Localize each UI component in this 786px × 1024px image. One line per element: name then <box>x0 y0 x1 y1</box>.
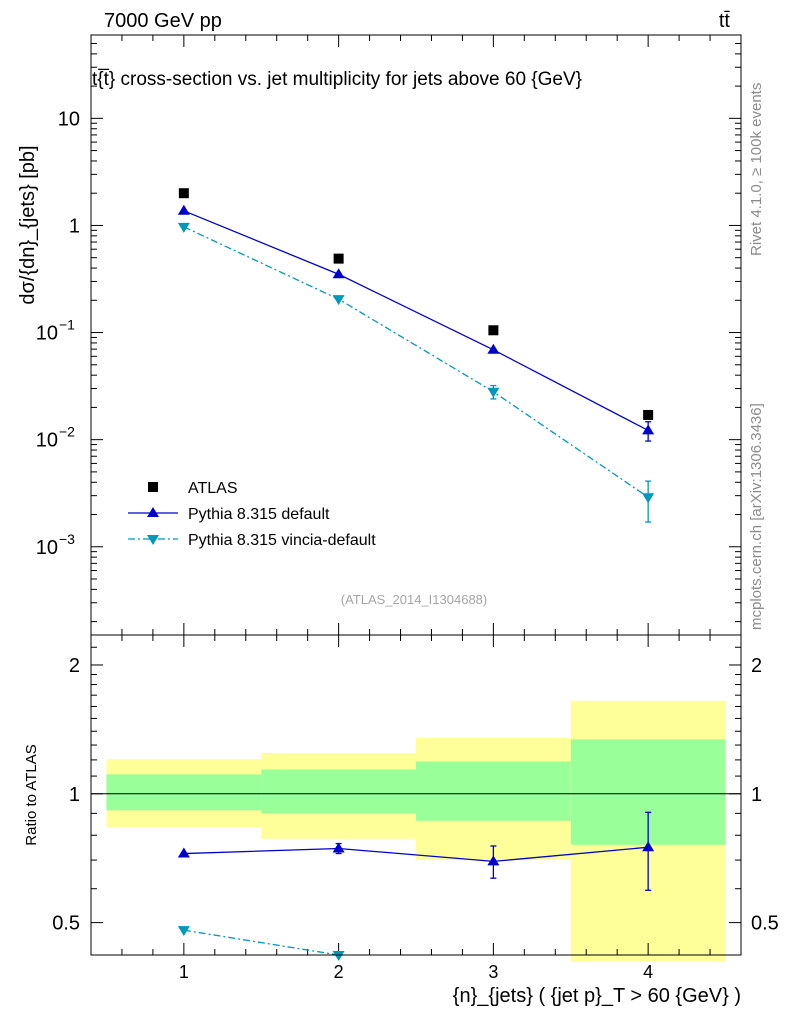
main-y-tick-exponent: −3 <box>59 531 75 547</box>
ratio-plot-frame <box>90 634 742 956</box>
x-tick-label: 3 <box>488 962 498 982</box>
pythia-default-marker <box>642 841 655 852</box>
main-y-tick-label: 10 <box>58 108 80 130</box>
mcplots-label: mcplots.cern.ch [arXiv:1306.3436] <box>748 403 765 630</box>
uncertainty-band-inner <box>261 769 416 814</box>
ratio-y-tick-label-right: 0.5 <box>751 913 779 935</box>
pythia-default-marker <box>642 424 655 435</box>
ratio-y-tick-label: 1 <box>69 784 80 806</box>
legend-label: ATLAS <box>188 480 238 497</box>
legend-label: Pythia 8.315 default <box>188 506 330 523</box>
ratio-y-axis-label: Ratio to ATLAS <box>23 744 40 845</box>
atlas-data-marker <box>488 325 499 336</box>
x-tick-label: 4 <box>643 962 653 982</box>
pythia-vincia-marker <box>332 295 345 306</box>
uncertainty-band-inner <box>106 774 262 811</box>
ratio-default-line <box>183 846 649 863</box>
pythia-default-marker <box>332 268 345 279</box>
pythia-vincia-marker <box>487 387 500 398</box>
uncertainty-band-inner <box>416 761 571 821</box>
process-label: tt̄ <box>719 10 731 32</box>
main-y-tick-label: 10 <box>36 430 58 452</box>
pythia-default-marker <box>487 343 500 354</box>
ratio-y-tick-label: 0.5 <box>52 913 80 935</box>
main-y-tick-label: 10 <box>36 537 58 559</box>
ratio-y-tick-label-right: 1 <box>751 784 762 806</box>
main-y-tick-exponent: −2 <box>59 424 75 440</box>
pythia-vincia-marker <box>177 926 190 937</box>
legend-label: Pythia 8.315 vincia-default <box>188 532 376 549</box>
ratio-panel: 0.5 0.5 1 1 2 2 1 2 3 4 <box>52 634 779 982</box>
pythia-default-marker <box>147 507 159 517</box>
atlas-data-marker <box>148 482 158 492</box>
pythia-default-marker <box>177 204 190 215</box>
atlas-data-marker <box>178 188 189 199</box>
x-axis-label: {n}_{jets} ( {jet p}_T > 60 {GeV} ) <box>453 985 741 1007</box>
main-y-axis-label: dσ/{dn}_{jets} [pb] <box>17 145 39 304</box>
pythia-vincia-marker <box>147 535 159 545</box>
main-y-tick-label: 1 <box>69 215 80 237</box>
pythia-default-line <box>183 210 649 431</box>
analysis-watermark: (ATLAS_2014_I1304688) <box>341 592 487 607</box>
pythia-vincia-marker <box>332 951 345 961</box>
x-tick-label: 2 <box>334 962 344 982</box>
ratio-vincia-line <box>183 929 339 956</box>
rivet-version-label: Rivet 4.1.0, ≥ 100k events <box>748 82 765 256</box>
pythia-default-marker <box>332 842 345 853</box>
energy-label: 7000 GeV pp <box>104 10 222 32</box>
x-tick-label: 1 <box>179 962 189 982</box>
ratio-y-tick-label-right: 2 <box>751 655 762 677</box>
atlas-data-marker <box>643 409 654 420</box>
pythia-vincia-marker <box>177 222 190 233</box>
atlas-data-marker <box>333 253 344 264</box>
main-y-tick-exponent: −1 <box>59 317 75 333</box>
ratio-y-tick-label: 2 <box>69 655 80 677</box>
chart-title: t{̅t} cross-section vs. jet multiplicity… <box>92 69 582 90</box>
main-y-tick-label: 10 <box>36 323 58 345</box>
pythia-default-marker <box>177 847 190 858</box>
pythia-vincia-line <box>183 226 649 498</box>
pythia-vincia-marker <box>642 493 655 504</box>
pythia-default-marker <box>487 855 500 866</box>
